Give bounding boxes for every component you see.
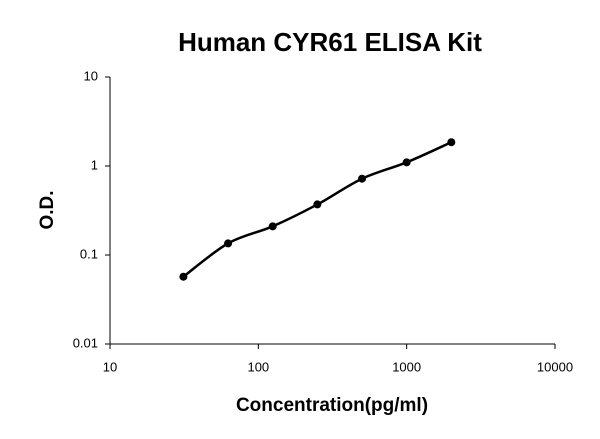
data-point (447, 138, 456, 147)
x-tick-label: 10000 (537, 359, 573, 374)
y-tick-label: 1 (91, 157, 98, 172)
fit-curve (182, 141, 452, 278)
data-point (313, 200, 322, 209)
data-point (224, 239, 233, 248)
y-tick-label: 0.01 (73, 335, 98, 350)
y-tick-label: 0.1 (80, 246, 98, 261)
x-tick-label: 10 (103, 359, 117, 374)
x-tick-label: 1000 (392, 359, 421, 374)
data-point (402, 158, 411, 167)
data-point (179, 272, 188, 281)
x-tick-label: 100 (247, 359, 269, 374)
data-point (268, 222, 277, 231)
x-axis-label: Concentration(pg/ml) (236, 395, 428, 416)
y-axis-label: O.D. (37, 190, 58, 229)
chart-title: Human CYR61 ELISA Kit (178, 27, 482, 57)
data-point (358, 174, 367, 183)
y-tick-label: 10 (84, 68, 98, 83)
